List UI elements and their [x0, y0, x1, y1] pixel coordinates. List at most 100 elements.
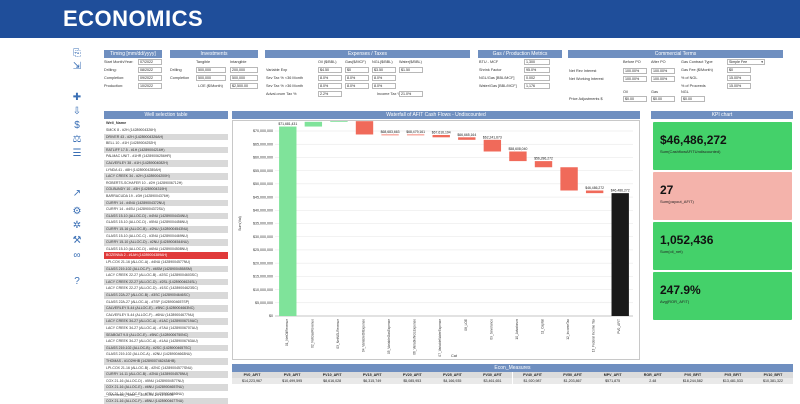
adj-gas-input[interactable]: $0.00 [651, 96, 675, 102]
well-list-item[interactable]: COX 21-16 (ALLOC-F) - #8NU (14289004677N… [104, 398, 228, 404]
well-list-item[interactable]: GLASS 219-102 (ALLOC-A) - #2NU (14289004… [104, 351, 228, 358]
well-list-item[interactable]: LACY CREEK 34-27 (ALLOC-A) - #1AC (14289… [104, 318, 228, 325]
export-file-icon[interactable]: ⇲ [70, 61, 84, 72]
ngl-gas-input[interactable]: 0.002 [524, 75, 550, 81]
gears-icon[interactable]: ✲ [70, 220, 84, 231]
well-list-item[interactable]: CALVERLEY 38 - #1H (14289004082H) [104, 160, 228, 167]
shrink-input[interactable]: 95.0% [524, 67, 550, 73]
well-list-item[interactable]: COX 21-16 (ALLOC-E) - #6NU (14289004657N… [104, 384, 228, 391]
x-tick-label: 05_VariableGasExpense [387, 319, 391, 354]
well-list-item[interactable]: LACY CREEK 22-27 (ALLOC-D) - #1SC (14289… [104, 285, 228, 292]
timing-production-input[interactable]: 10/2022 [138, 83, 162, 89]
timing-drilling-input[interactable]: 08/2022 [138, 67, 162, 73]
money-icon[interactable]: $ [70, 120, 84, 131]
help-icon[interactable]: ? [70, 276, 84, 287]
well-list-item[interactable]: SMCK 8 - #2H (14289004326H) [104, 127, 228, 134]
var-exp-water-input[interactable]: $1.50 [399, 67, 423, 73]
well-list-item[interactable]: LPI-COX 21-16 (ALLOC-A) - #4NU (14289004… [104, 259, 228, 266]
nri-after-input[interactable]: 100.00% [651, 68, 675, 74]
well-list-item[interactable]: GLASS 219-102 (ALLOC-B) - #2SC (14289004… [104, 345, 228, 352]
well-list-item[interactable]: CURRY 14 - #4NU (14289004372NU) [104, 200, 228, 207]
well-list-item[interactable]: GLASS 15-10 (ALLOC-D) - #5NU (1428900445… [104, 219, 228, 226]
well-list-item[interactable]: COLBUNDY 10 - #3H (14289004319H) [104, 186, 228, 193]
timing-start-input[interactable]: 07/2022 [138, 59, 162, 65]
btu-input[interactable]: 1,300 [524, 59, 550, 65]
well-list-item[interactable]: LACY CREEK 22-27 (ALLOC-B) - #2SC (14289… [104, 272, 228, 279]
well-list-item[interactable]: GLASS 219-102 (ALLOC-P) - #6SM (14289004… [104, 266, 228, 273]
well-list-item[interactable]: CURRY 14 - #4SU (14289004372SU) [104, 206, 228, 213]
advalorum-input[interactable]: 2.2% [318, 91, 342, 97]
y-tick-label: $25,000,000 [253, 248, 273, 252]
well-list-item[interactable]: BELL 10 - #1H (14289004252H) [104, 140, 228, 147]
well-list-item[interactable]: BARRACUDA 19 - #3H (14289004376H) [104, 193, 228, 200]
well-list-item[interactable]: GLASS 15-10 (ALLOC-D) - #6NU (1428900450… [104, 246, 228, 253]
loe-input[interactable]: $2,500.00 [230, 83, 258, 89]
settings-icon[interactable]: ⚙ [70, 206, 84, 217]
var-exp-gas-input[interactable]: $0 [345, 67, 369, 73]
x-tick-label: PV0_AFIT [617, 319, 621, 334]
sev-tax-gt36-label: Sev Tax % >36 Month [266, 84, 303, 88]
nwi-after-input[interactable]: 100.00% [651, 76, 675, 82]
well-list-item[interactable]: GLASS 15-10 (ALLOC-C) - #3NU (1428900446… [104, 233, 228, 240]
well-list-item[interactable]: LACY CREEK 34-27 (ALLOC-A) - #7AU (14289… [104, 325, 228, 332]
well-list-item[interactable]: GLASS 22A-27 (ALLOC-A) - #7SP (142890046… [104, 299, 228, 306]
gas-fee-input[interactable]: $0 [727, 67, 751, 73]
adj-ngl-input[interactable]: $0.00 [681, 96, 705, 102]
timing-completion-input[interactable]: 09/2022 [138, 75, 162, 81]
sev-gt36-gas-input[interactable]: 8.0% [345, 83, 369, 89]
var-exp-oil-input[interactable]: $4.50 [318, 67, 342, 73]
nri-before-input[interactable]: 100.00% [623, 68, 647, 74]
well-list-item[interactable]: CURRY 15-10 (ALLOC-D) - #2NU (1428900454… [104, 239, 228, 246]
sev-gt36-oil-input[interactable]: 8.0% [318, 83, 342, 89]
well-list-item[interactable]: ROBERTS-SCHAFER 10 - #2H (14289006712H) [104, 180, 228, 187]
water-gas-input[interactable]: 1,176 [524, 83, 550, 89]
import-file-icon[interactable]: ⎘ [70, 48, 84, 59]
adj-oil-input[interactable]: $0.00 [623, 96, 647, 102]
well-list-item[interactable]: LACY CREEK 34 - #2H (14289004200H) [104, 173, 228, 180]
income-tax-input[interactable]: 21.0% [399, 91, 423, 97]
well-list-item[interactable]: LYNDA 41 - #8H (14289004280AH) [104, 167, 228, 174]
well-list-item[interactable]: LACY CREEK 22-27 (ALLOC-D) - #2SL (14289… [104, 279, 228, 286]
well-list-item[interactable]: PALMAC UNIT - #1HR (14289006256HR) [104, 153, 228, 160]
inv-completion-intangible-input[interactable]: 500,000 [230, 75, 258, 81]
inv-completion-tangible-input[interactable]: 500,000 [196, 75, 226, 81]
well-list-item[interactable]: DRIVER 43 - #2H (14289004326AH) [104, 134, 228, 141]
add-document-icon[interactable]: ✚ [70, 92, 84, 103]
inv-drilling-tangible-input[interactable]: 500,000 [196, 67, 226, 73]
nwi-before-input[interactable]: 100.00% [623, 76, 647, 82]
sev-lt36-gas-input[interactable]: 8.0% [345, 75, 369, 81]
sev-lt36-oil-input[interactable]: 8.0% [318, 75, 342, 81]
well-list-item[interactable]: LACY CREEK 34-27 (ALLOC-A) - #1AU (14289… [104, 338, 228, 345]
list-icon[interactable]: ☰ [70, 148, 84, 159]
well-list-item[interactable]: BOZENNA 2 - #1AH (14289004389AH) [104, 252, 228, 259]
waterfall-bar [330, 121, 347, 122]
pct-proceeds-input[interactable]: 15.00% [727, 83, 751, 89]
well-list-item[interactable]: GLASS 15-10 (ALLOC-D) - #4NU (1428900443… [104, 213, 228, 220]
inv-drilling-intangible-input[interactable]: 200,000 [230, 67, 258, 73]
well-list-item[interactable]: GLASS 22A-27 (ALLOC-B) - #3SC (142890046… [104, 292, 228, 299]
well-list-item[interactable]: CURRY 14-11 (ALLOC-B) - #2NU (1428900457… [104, 371, 228, 378]
well-list-item[interactable]: THOMAS - #1O2HHB (14289007462434HB) [104, 358, 228, 365]
waterfall-bar [433, 135, 450, 137]
sev-gt36-ngl-input[interactable]: 8.0% [372, 83, 396, 89]
well-list-item[interactable]: COX 21-16 (ALLOC-D) - #5NU (14289004577N… [104, 378, 228, 385]
kpi-payout-caption: Sum(payout_AFIT) [660, 199, 694, 204]
line-chart-icon[interactable]: ↗ [70, 188, 84, 199]
well-list-item[interactable]: CURRY 15-16 (ALLOC-B) - #2NU (1428900454… [104, 226, 228, 233]
well-name-column: Well_Name [106, 121, 126, 125]
well-list-item[interactable]: SEABOAT 9-5 (ALLOC-E) - #5NC (1428900675… [104, 332, 228, 339]
sev-lt36-ngl-input[interactable]: 8.0% [372, 75, 396, 81]
well-list-item[interactable]: CALVERLEY 5-44 (ALLOC-E) - #5NC (1428900… [104, 305, 228, 312]
tools-icon[interactable]: ⚒ [70, 235, 84, 246]
links-icon[interactable]: ∞ [70, 250, 84, 261]
well-list-item[interactable]: LPI-COX 21-16 (ALLOC-B) - #2NC (14289004… [104, 365, 228, 372]
chevron-down-icon: ▾ [761, 60, 763, 65]
var-exp-ngl-input[interactable]: $3.50 [372, 67, 396, 73]
download-icon[interactable]: ⇩ [70, 106, 84, 117]
pct-ngl-input[interactable]: 15.00% [727, 75, 751, 81]
scales-icon[interactable]: ⚖ [70, 134, 84, 145]
kpi-card-payout: 27 Sum(payout_AFIT) [653, 172, 792, 220]
well-list-item[interactable]: CALVERLEY 5-44 (ALLOC-F) - #6NU (1428900… [104, 312, 228, 319]
well-list-item[interactable]: RATLIFF 17.5 - #1H (14289004216H) [104, 147, 228, 154]
contract-type-select[interactable]: Simple Fee▾ [727, 59, 765, 65]
